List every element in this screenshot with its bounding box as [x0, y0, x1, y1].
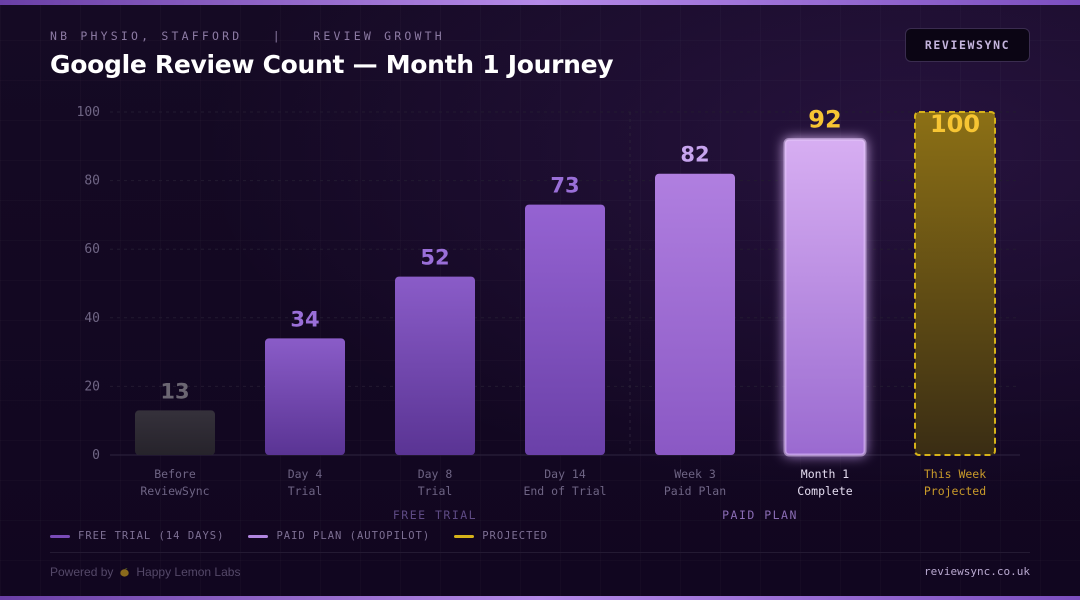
x-tick-label: This Week [924, 467, 986, 481]
legend-label-projected: PROJECTED [482, 530, 549, 542]
eyebrow-label: NB PHYSIO, STAFFORD | REVIEW GROWTH [50, 29, 445, 43]
y-tick-label: 40 [84, 311, 100, 326]
bar-value-label: 100 [930, 110, 980, 138]
bar-2 [395, 276, 475, 455]
phase-group-label: FREE TRIAL [393, 508, 477, 522]
y-tick-label: 80 [84, 174, 100, 189]
x-tick-label: Month 1 [801, 467, 850, 481]
legend-item-projected: PROJECTED [454, 530, 548, 542]
bar-value-label: 73 [550, 174, 579, 198]
x-tick-label: Day 8 [418, 467, 453, 481]
footer-divider [50, 552, 1030, 553]
bar-1 [265, 338, 345, 455]
page-title: Google Review Count — Month 1 Journey [50, 50, 614, 79]
x-tick-label: Paid Plan [664, 484, 726, 498]
x-tick-label: Day 14 [544, 467, 586, 481]
lemon-icon [120, 567, 130, 577]
bar-5 [783, 137, 867, 457]
site-link[interactable]: reviewsync.co.uk [924, 565, 1030, 578]
x-tick-label: Before [154, 467, 196, 481]
legend-swatch-paid-plan [248, 534, 269, 538]
x-tick-label: ReviewSync [140, 484, 209, 498]
x-tick-label: Day 4 [288, 467, 323, 481]
y-tick-label: 0 [92, 448, 100, 463]
bar-0 [135, 410, 215, 455]
bar-3 [525, 204, 605, 455]
legend-label-free-trial: FREE TRIAL (14 DAYS) [78, 530, 225, 542]
legend-label-paid-plan: PAID PLAN (AUTOPILOT) [276, 530, 431, 542]
top-accent-bar [0, 0, 1080, 5]
chart-legend: FREE TRIAL (14 DAYS) PAID PLAN (AUTOPILO… [50, 530, 548, 542]
bar-value-label: 13 [160, 379, 189, 403]
bar-value-label: 82 [680, 143, 709, 167]
powered-by: Powered by Happy Lemon Labs [50, 565, 240, 579]
x-tick-label: Trial [288, 484, 323, 498]
x-tick-label: Week 3 [674, 467, 716, 481]
legend-item-paid-plan: PAID PLAN (AUTOPILOT) [248, 530, 430, 542]
y-tick-label: 60 [84, 242, 100, 257]
powered-by-prefix: Powered by [50, 565, 114, 579]
bar-6 [914, 111, 996, 456]
legend-swatch-projected [454, 534, 475, 538]
bar-value-label: 52 [420, 246, 449, 270]
bar-value-label: 92 [808, 105, 841, 133]
bar-chart: 0 20 40 60 80 100 13 Before ReviewSync 34 Day 4 Tri… [77, 105, 1020, 522]
y-tick-label: 20 [84, 379, 100, 394]
bottom-accent-bar [0, 596, 1080, 600]
phase-group-label: PAID PLAN [722, 508, 798, 522]
bar-4 [655, 173, 735, 456]
x-tick-label: Complete [797, 484, 852, 498]
powered-by-name[interactable]: Happy Lemon Labs [136, 565, 241, 579]
legend-swatch-free-trial [50, 534, 70, 538]
bar-value-label: 34 [290, 307, 319, 331]
x-tick-label: Trial [418, 484, 453, 498]
x-tick-label: Projected [924, 484, 986, 498]
legend-item-free-trial: FREE TRIAL (14 DAYS) [50, 530, 224, 542]
x-tick-label: End of Trial [523, 484, 606, 498]
y-tick-label: 100 [77, 105, 100, 120]
reviewsync-brand-button[interactable]: REVIEWSYNC [905, 28, 1030, 62]
